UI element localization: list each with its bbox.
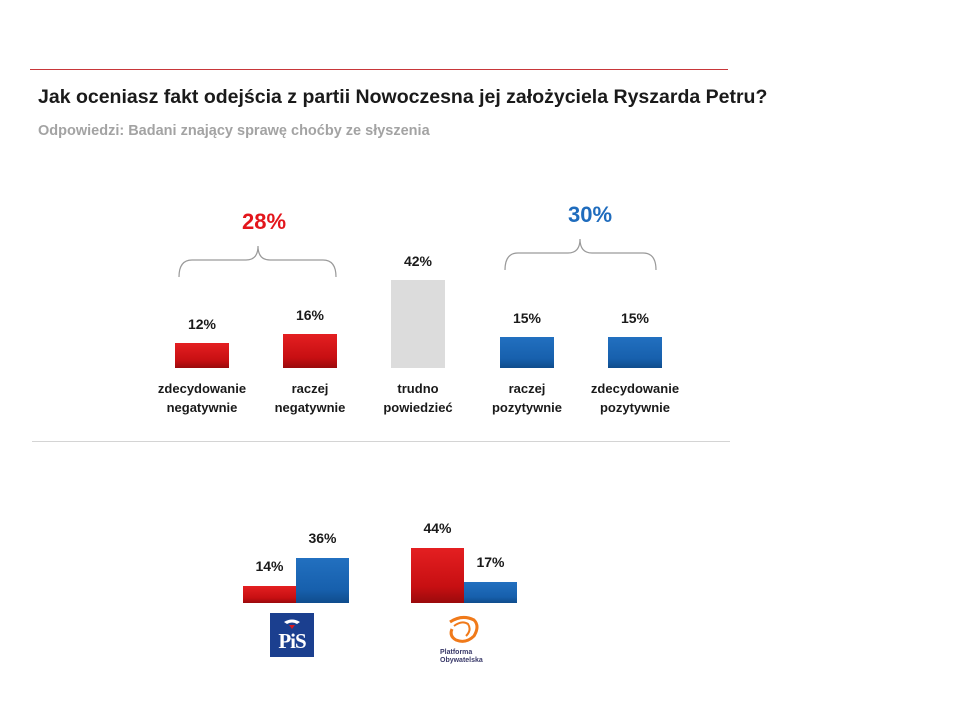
chart-title: Jak oceniasz fakt odejścia z partii Nowo… <box>38 86 768 108</box>
value-label: 42% <box>403 252 433 269</box>
party-value-label: 44% <box>423 520 452 536</box>
top-rule <box>30 69 728 70</box>
pis-logo: PiS <box>270 613 314 657</box>
po-logo-line1: Platforma <box>440 649 473 656</box>
category-label-line: negatywnie <box>166 400 238 415</box>
bar-raczej-pozytywnie <box>500 336 554 368</box>
value-label: 12% <box>187 315 217 332</box>
category-label: raczej negatywnie <box>250 379 370 417</box>
category-label-line: pozytywnie <box>491 400 563 415</box>
eagle-icon <box>284 619 300 629</box>
value-label: 15% <box>620 309 650 326</box>
category-label-line: zdecydowanie <box>590 381 680 396</box>
value-label: 15% <box>512 309 542 326</box>
category-label-line: powiedzieć <box>383 400 453 415</box>
group-positive-total: 30% <box>567 202 613 227</box>
category-label: zdecydowanie pozytywnie <box>575 379 695 417</box>
bar-trudno-powiedzieć <box>391 279 445 368</box>
po-logo-line2: Obywatelska <box>440 657 483 664</box>
category-label: zdecydowanie negatywnie <box>142 379 262 417</box>
category-label-line: negatywnie <box>274 400 346 415</box>
po-logo: Platforma Obywatelska <box>440 612 490 666</box>
category-label-line: pozytywnie <box>599 400 671 415</box>
party-bar-po-negatywnie <box>411 548 464 603</box>
group-negative-total: 28% <box>241 209 287 234</box>
category-label-line: trudno <box>397 381 439 396</box>
po-swirl-icon <box>449 615 479 643</box>
category-label-line: zdecydowanie <box>157 381 247 396</box>
bracket-negative <box>178 245 337 278</box>
party-bar-pis-pozytywnie <box>296 558 349 603</box>
bar-raczej-negatywnie <box>283 334 337 368</box>
section-divider <box>32 441 730 442</box>
category-label-line: raczej <box>291 381 329 396</box>
party-bar-po-pozytywnie <box>464 581 517 603</box>
category-label: raczej pozytywnie <box>467 379 587 417</box>
party-bar-pis-negatywnie <box>243 585 296 603</box>
party-value-label: 36% <box>308 530 337 546</box>
bracket-positive <box>504 238 657 271</box>
value-label: 16% <box>295 307 325 324</box>
party-value-label: 17% <box>476 553 505 570</box>
pis-logo-text: PiS <box>278 629 306 653</box>
party-value-label: 14% <box>255 557 284 574</box>
chart-subtitle: Odpowiedzi: Badani znający sprawę choćby… <box>38 123 430 139</box>
bar-zdecydowanie-negatywnie <box>175 342 229 368</box>
category-label: trudno powiedzieć <box>358 379 478 417</box>
bar-zdecydowanie-pozytywnie <box>608 336 662 368</box>
category-label-line: raczej <box>508 381 546 396</box>
